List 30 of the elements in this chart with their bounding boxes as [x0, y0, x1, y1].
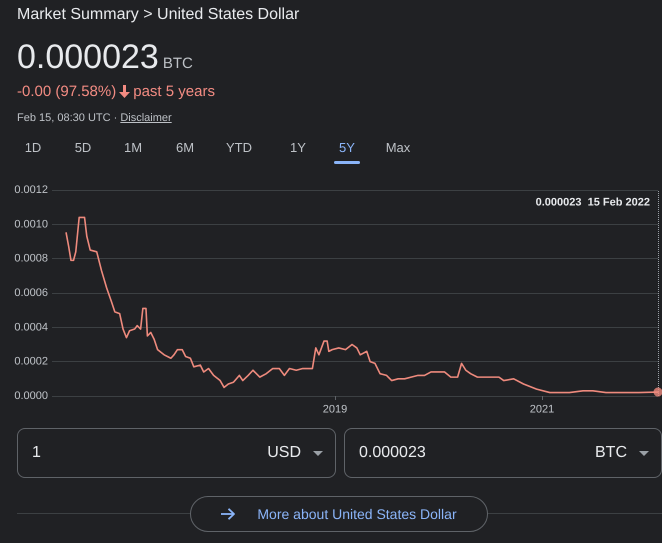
text: Max [384, 140, 412, 155]
text: 5Y [338, 140, 356, 157]
y-tick-label: 0.0008 [14, 252, 48, 265]
text: Feb 15, 08:30 UTC · [17, 112, 118, 124]
y-tick-label: 0.0002 [14, 356, 48, 368]
text: 1Y [289, 140, 307, 155]
text: 5D [74, 140, 92, 155]
text: 0.000023 [359, 444, 427, 462]
chart-title: Market Summary > United States Dollar [17, 6, 300, 24]
text: -0.00 (97.58%) [17, 83, 116, 100]
annotation: 0.000023 15 Feb 2022 [536, 196, 650, 208]
text: USD [267, 444, 301, 462]
x-tick-label: 2021 [530, 404, 554, 416]
text: past 5 years [133, 83, 215, 100]
y-tick-label: 0.0006 [14, 287, 48, 299]
y-tick-label: 0.0004 [14, 321, 48, 334]
text: More about United States Dollar [190, 496, 488, 532]
text: 6M [174, 140, 196, 155]
text: 1D [24, 140, 42, 155]
text: 0.000023 [17, 38, 159, 77]
text: BTC [162, 55, 193, 72]
text: 1M [122, 140, 144, 155]
text: YTD [225, 140, 253, 155]
y-tick-label: 0.0010 [14, 218, 48, 230]
x-tick-label: 2019 [322, 404, 348, 416]
y-tick-label: 0.0000 [14, 390, 48, 402]
y-tick-label: 0.0012 [14, 184, 48, 196]
text: BTC [595, 444, 627, 462]
text: 1 [32, 444, 42, 462]
text: Disclaimer [120, 112, 172, 124]
